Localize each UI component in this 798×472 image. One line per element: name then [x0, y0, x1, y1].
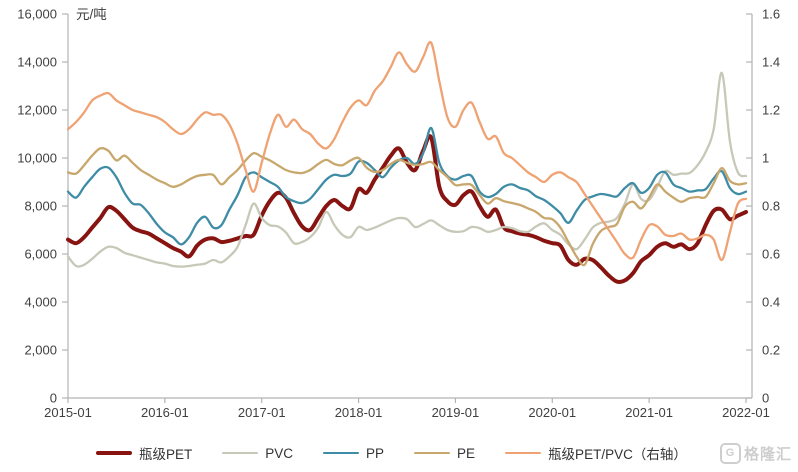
legend-line-swatch [505, 451, 542, 455]
y-right-tick-label: 1.4 [762, 55, 780, 70]
x-tick-label: 2016-01 [141, 405, 189, 420]
legend-label: PVC [265, 445, 294, 461]
y-right-tick-label: 1.2 [762, 103, 780, 118]
y-left-tick-label: 2,000 [24, 343, 57, 358]
legend-line-swatch [414, 451, 451, 455]
y-axis-left: 0 2,000 4,000 6,000 8,000 10,000 12,000 14,000 1… [17, 7, 69, 406]
legend-line-swatch [323, 451, 360, 455]
legend-item-1: PVC [222, 446, 293, 461]
y-right-tick-label: 1.6 [762, 7, 780, 22]
y-left-tick-label: 16,000 [17, 7, 57, 22]
y-left-tick-label: 8,000 [24, 199, 57, 214]
legend-line-swatch [96, 451, 132, 455]
series-line-1 [66, 71, 748, 268]
legend-item-2: PP [323, 446, 384, 461]
x-tick-label: 2019-01 [432, 405, 480, 420]
x-tick-label: 2018-01 [335, 405, 383, 420]
legend-line-swatch [222, 451, 259, 455]
legend-label: PP [366, 445, 385, 461]
x-tick-label: 2017-01 [238, 405, 286, 420]
x-tick-label: 2020-01 [528, 405, 576, 420]
y-right-tick-label: 1 [762, 151, 769, 166]
legend-label: 瓶级PET [139, 447, 193, 462]
y-axis-right: 0 0.2 0.4 0.6 0.8 1 1.2 1.4 1.6 [746, 7, 780, 406]
y-left-tick-label: 0 [50, 391, 57, 406]
legend-item-0: 瓶级PET [96, 443, 192, 463]
x-tick-label: 2015-01 [44, 405, 92, 420]
series-lines [66, 40, 748, 284]
legend-label: PE [457, 445, 476, 461]
y-left-tick-label: 14,000 [17, 55, 57, 70]
x-axis: 2015-01 2016-01 2017-01 2018-01 2019-01 2020-… [44, 397, 770, 420]
legend-item-3: PE [414, 446, 475, 461]
y-axis-unit-label: 元/吨 [76, 7, 107, 22]
y-left-tick-label: 10,000 [17, 151, 57, 166]
y-left-tick-label: 6,000 [24, 247, 57, 262]
gelonghui-logo-icon: G [719, 443, 741, 464]
y-right-tick-label: 0.8 [762, 199, 780, 214]
y-right-tick-label: 0.4 [762, 295, 780, 310]
legend-label: 瓶级PET/PVC（右轴） [548, 447, 687, 462]
y-right-tick-label: 0.2 [762, 343, 780, 358]
y-right-tick-label: 0.6 [762, 247, 780, 262]
y-left-tick-label: 12,000 [17, 103, 57, 118]
y-right-tick-label: 0 [762, 391, 769, 406]
watermark-gelonghui: G 格隆汇 [719, 443, 792, 464]
series-line-4 [66, 40, 748, 262]
y-left-tick-label: 4,000 [24, 295, 57, 310]
x-tick-label: 2022-01 [722, 405, 770, 420]
chart-legend: 瓶级PET PVC PP PE 瓶级PET/PVC（右轴） [0, 440, 798, 466]
series-line-2 [66, 126, 748, 246]
watermark-text: 格隆汇 [743, 446, 792, 463]
x-tick-label: 2021-01 [625, 405, 673, 420]
legend-item-4: 瓶级PET/PVC（右轴） [505, 443, 687, 463]
series-line-3 [66, 147, 748, 267]
